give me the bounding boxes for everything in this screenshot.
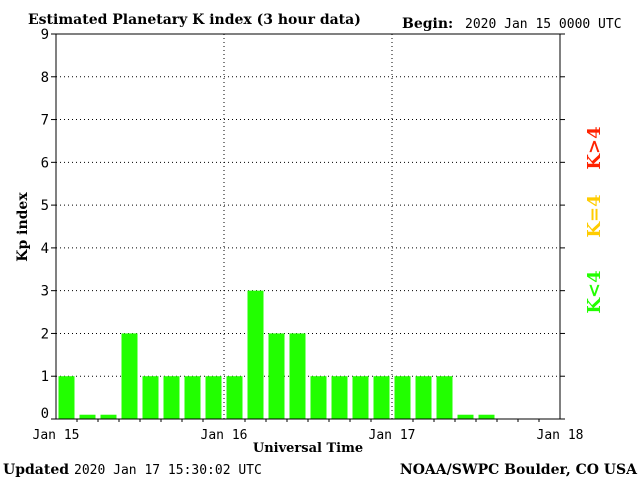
y-tick-label: 8	[41, 70, 49, 86]
begin-label: Begin:	[402, 16, 453, 32]
kp-bar	[58, 376, 75, 419]
x-tick-label: Jan 18	[537, 428, 584, 443]
x-tick-label: Jan 16	[201, 428, 248, 443]
legend-mid: K=4	[584, 194, 605, 237]
y-tick-label: 5	[41, 198, 49, 214]
legend-high: K>4	[584, 126, 605, 169]
kp-bar	[415, 376, 432, 419]
updated-label: Updated	[3, 462, 69, 478]
kp-bar	[226, 376, 243, 419]
y-tick-label: 7	[41, 113, 49, 129]
legend-low: K<4	[584, 270, 605, 313]
kp-bar	[247, 290, 264, 419]
kp-bar	[478, 414, 495, 419]
chart-title: Estimated Planetary K index (3 hour data…	[28, 12, 361, 28]
kp-bar	[268, 333, 285, 419]
kp-bar	[394, 376, 411, 419]
y-tick-label: 6	[41, 155, 49, 171]
kp-bar	[457, 414, 474, 419]
y-axis-label: Kp index	[15, 192, 31, 262]
updated-value: 2020 Jan 17 15:30:02 UTC	[74, 463, 262, 478]
y-tick-label: 1	[41, 369, 49, 385]
y-tick-label: 4	[41, 241, 49, 257]
x-tick-label: Jan 17	[369, 428, 416, 443]
y-tick-label: 0	[41, 406, 49, 422]
kp-bar	[163, 376, 180, 419]
y-axis-ticks: 0 1 2 3 4 5 6 7 8 9	[41, 27, 565, 422]
x-tick-label: Jan 15	[33, 428, 80, 443]
kp-bar	[142, 376, 159, 419]
begin-value: 2020 Jan 15 0000 UTC	[465, 17, 622, 32]
y-tick-label: 3	[41, 284, 49, 300]
kp-bar	[100, 414, 117, 419]
y-tick-label: 2	[41, 326, 49, 342]
bars	[58, 290, 495, 419]
kp-bar	[205, 376, 222, 419]
kp-bar	[352, 376, 369, 419]
y-tick-label: 9	[41, 27, 49, 43]
kp-bar	[121, 333, 138, 419]
kp-bar	[436, 376, 453, 419]
kp-bar	[79, 414, 96, 419]
footer-credit: NOAA/SWPC Boulder, CO USA	[400, 462, 638, 478]
kp-bar	[310, 376, 327, 419]
kp-bar	[289, 333, 306, 419]
kp-bar	[373, 376, 390, 419]
kp-bar	[331, 376, 348, 419]
x-axis-label: Universal Time	[253, 441, 363, 456]
kp-bar	[184, 376, 201, 419]
x-axis-ticks: Jan 15 Jan 16 Jan 17 Jan 18	[33, 419, 584, 443]
